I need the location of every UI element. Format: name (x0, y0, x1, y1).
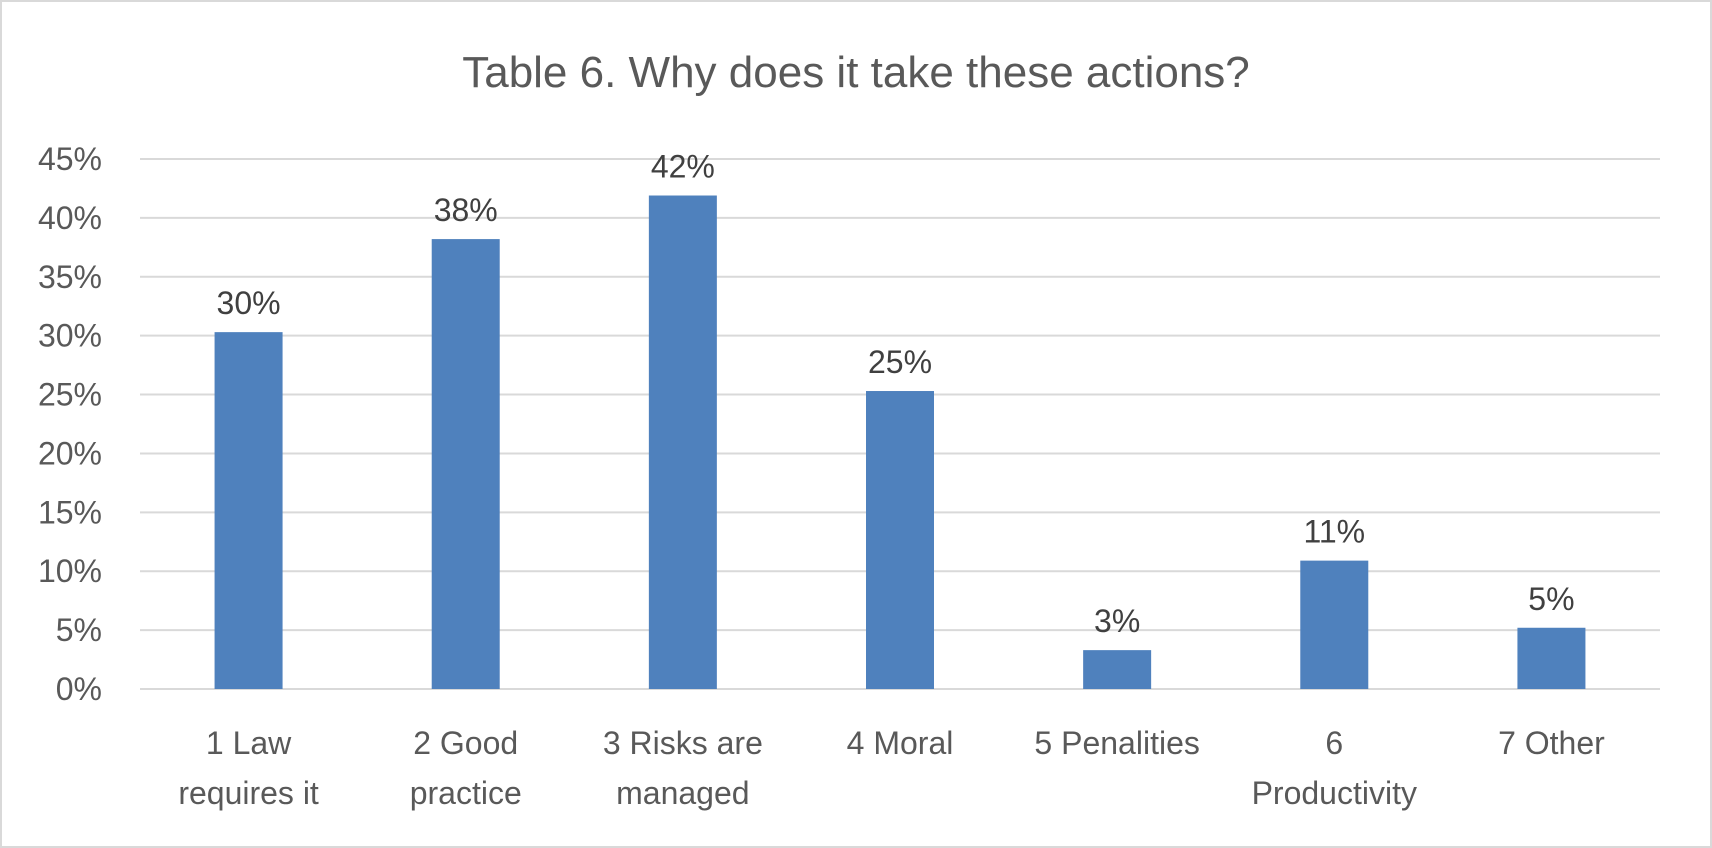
data-label: 11% (1303, 514, 1365, 550)
y-tick-label: 30% (38, 318, 102, 354)
x-tick-label: 4 Moral (847, 725, 954, 761)
y-tick-label: 40% (38, 200, 102, 236)
y-tick-label: 10% (38, 553, 102, 589)
y-tick-label: 35% (38, 259, 102, 295)
data-label: 30% (217, 285, 281, 321)
y-tick-label: 25% (38, 377, 102, 413)
bars (214, 195, 1586, 690)
y-tick-label: 0% (56, 671, 102, 707)
data-label: 38% (434, 192, 498, 228)
x-tick-label: 2 Good (413, 725, 518, 761)
data-label: 3% (1094, 603, 1140, 639)
gridlines (140, 158, 1660, 690)
x-axis: 1 Law requires it 2 Good practice 3 Risks ar… (178, 725, 1605, 811)
data-label: 42% (651, 149, 715, 185)
bar (1300, 560, 1369, 689)
x-tick-label: Productivity (1252, 775, 1417, 811)
x-tick-label: 3 Risks are (603, 725, 763, 761)
data-label: 25% (868, 344, 932, 380)
bar (866, 391, 934, 689)
y-tick-label: 15% (38, 494, 102, 530)
x-tick-label: 6 (1325, 725, 1343, 761)
x-tick-label: 5 Penalities (1034, 725, 1199, 761)
y-tick-label: 45% (38, 141, 102, 177)
x-tick-label: requires it (178, 775, 319, 811)
x-tick-label: 7 Other (1498, 725, 1605, 761)
chart-title: Table 6. Why does it take these actions? (462, 48, 1250, 97)
bar (431, 239, 500, 690)
x-tick-label: managed (616, 775, 749, 811)
data-label: 5% (1528, 581, 1574, 617)
data-labels: 30% 38% 42% 25% 3% 11% 5% (217, 149, 1575, 640)
x-tick-label: 1 Law (206, 725, 292, 761)
bar (1517, 627, 1586, 689)
y-tick-label: 20% (38, 435, 102, 471)
bar (214, 332, 283, 689)
y-axis: 0% 5% 10% 15% 20% 25% 30% 35% 40% 45% (38, 141, 102, 707)
bar (648, 195, 717, 689)
bar (1083, 650, 1152, 689)
x-tick-label: practice (410, 775, 522, 811)
y-tick-label: 5% (56, 612, 102, 648)
